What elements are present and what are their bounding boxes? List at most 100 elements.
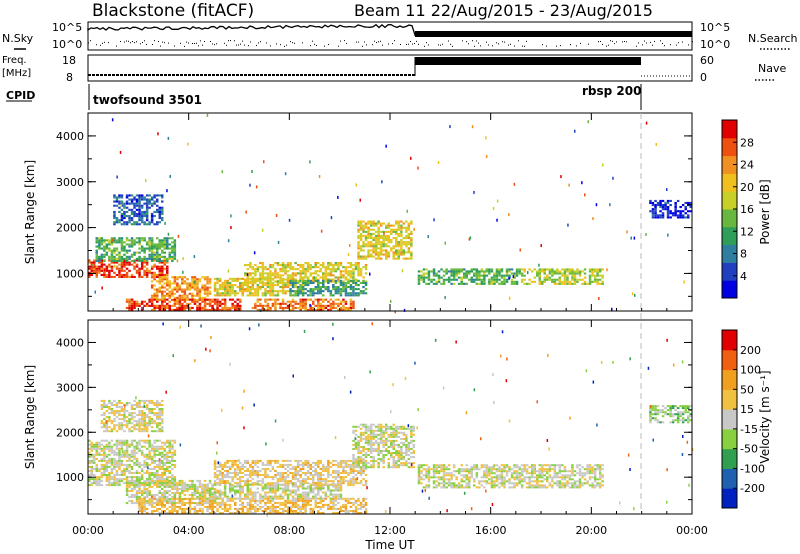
heatmap-cell [473,278,476,281]
heatmap-cell [327,290,330,293]
heatmap-cell [123,482,126,485]
heatmap-cell [284,281,287,284]
heatmap-cell [362,226,365,229]
heatmap-cell [173,276,177,279]
heatmap-cell [156,404,159,406]
heatmap-cell [135,472,139,474]
heatmap-cell [183,512,187,514]
heatmap-cell [178,302,182,305]
heatmap-cell [249,288,252,291]
heatmap-cell [369,228,373,231]
heatmap-cell [437,274,441,277]
heatmap-cell [120,217,124,220]
heatmap-cell [113,468,116,470]
heatmap-cell [349,480,353,483]
heatmap-cell [93,269,96,272]
heatmap-cell [113,237,116,240]
heatmap-cell [271,288,275,291]
heatmap-cell [143,499,146,502]
heatmap-cell [274,470,277,472]
heatmap-cell [163,290,166,293]
nsearch-point [424,45,425,47]
heatmap-cell [153,210,156,213]
heatmap-cell [349,304,353,307]
heatmap-cell [309,499,312,502]
heatmap-cell [110,468,114,470]
heatmap-cell [397,222,400,225]
nsearch-point [598,41,599,43]
heatmap-cell [191,492,194,494]
heatmap-cell [269,281,272,284]
heatmap-cell [156,503,159,506]
heatmap-cell [158,243,161,246]
heatmap-cell [135,479,139,482]
nsearch-point [140,43,141,45]
heatmap-cell [473,274,476,277]
heatmap-cell [304,463,307,466]
heatmap-cell [322,266,325,269]
heatmap-cell [329,290,333,293]
heatmap-cell [269,470,272,472]
heatmap-cell [294,482,297,485]
heatmap-cell [274,272,277,275]
heatmap-cell [198,507,202,510]
heatmap-cell [130,404,134,406]
heatmap-cell [654,208,657,211]
heatmap-cell [364,239,368,242]
heatmap-cell [171,481,174,484]
heatmap-cell [173,253,177,256]
heatmap-cell [95,267,98,270]
heatmap-cell [100,420,104,423]
nsearch-point [522,45,523,47]
nsearch-point [392,43,393,45]
heatmap-cell [334,264,338,267]
heatmap-cell [390,241,393,244]
heatmap-cell [128,453,131,456]
heatmap-cell [88,461,91,464]
heatmap-cell [221,499,224,502]
heatmap-cell [113,215,116,218]
heatmap-cell [216,470,219,472]
heatmap-cell [296,302,300,305]
heatmap-cell [140,267,144,270]
heatmap-cell [392,251,395,254]
heatmap-cell [244,480,247,483]
heatmap-cell [218,505,222,508]
heatmap-cell [354,294,358,297]
heatmap-cell [256,300,260,303]
heatmap-cell [183,306,187,309]
heatmap-cell [286,284,290,287]
heatmap-cell [216,306,219,309]
heatmap-cell [254,292,257,295]
heatmap-cell [140,198,144,201]
heatmap-cell [111,118,114,122]
heatmap-cell [223,284,227,287]
heatmap-cell [470,268,473,271]
heatmap-cell [332,503,335,506]
heatmap-cell [344,505,348,508]
heatmap-cell [251,170,253,173]
nsearch-point [96,44,97,46]
heatmap-cell [568,270,572,273]
heatmap-cell [138,267,141,270]
heatmap-cell [347,472,350,474]
heatmap-cell [178,502,182,505]
heatmap-cell [344,510,348,512]
heatmap-cell [138,492,141,494]
heatmap-cell [223,298,227,301]
heatmap-cell [227,239,230,243]
heatmap-cell [171,507,174,510]
heatmap-cell [105,269,109,272]
heatmap-cell [150,497,154,500]
nsearch-point [510,43,511,45]
heatmap-cell [145,217,149,220]
heatmap-cell [359,292,363,295]
heatmap-cell [329,278,333,281]
heatmap-cell [158,507,161,510]
heatmap-cell [591,270,594,273]
heatmap-cell [266,468,270,470]
heatmap-cell [168,501,171,504]
heatmap-cell [123,468,126,470]
heatmap-cell [208,290,212,293]
heatmap-cell [113,428,116,431]
